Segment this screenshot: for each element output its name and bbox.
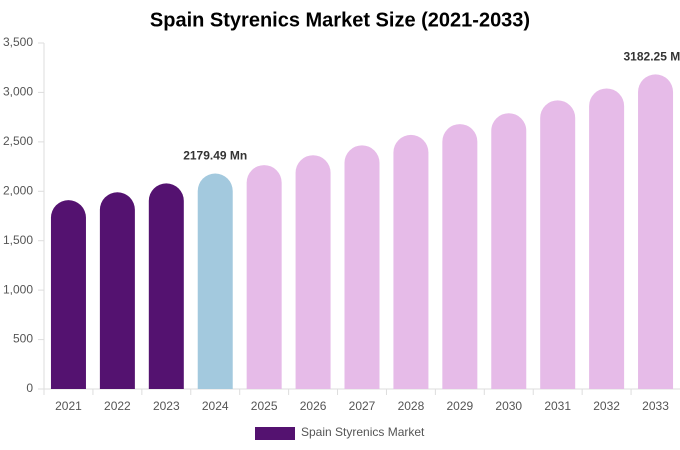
y-tick-label: 2,000 (3, 183, 33, 197)
bar (344, 145, 380, 389)
bar (491, 113, 527, 389)
bar (148, 183, 184, 389)
x-tick-label: 2033 (642, 399, 669, 413)
x-tick-label: 2023 (153, 399, 180, 413)
x-tick-label: 2021 (55, 399, 82, 413)
chart-title: Spain Styrenics Market Size (2021-2033) (150, 9, 530, 31)
x-tick-label: 2032 (593, 399, 620, 413)
x-tick-label: 2029 (446, 399, 473, 413)
bar (540, 100, 576, 389)
y-tick-label: 3,000 (3, 85, 33, 99)
y-tick-label: 2,500 (3, 134, 33, 148)
x-tick-label: 2024 (202, 399, 229, 413)
bar (295, 155, 331, 389)
x-tick-label: 2030 (495, 399, 522, 413)
bar (50, 200, 86, 389)
y-tick-label: 0 (26, 381, 33, 395)
value-label: 2179.49 Mn (183, 149, 247, 163)
x-tick-label: 2028 (398, 399, 425, 413)
x-tick-label: 2031 (544, 399, 571, 413)
bar (442, 124, 478, 389)
x-tick-label: 2022 (104, 399, 131, 413)
y-tick-label: 3,500 (3, 35, 33, 49)
value-label: 3182.25 Mn (624, 50, 680, 64)
y-tick-label: 1,500 (3, 233, 33, 247)
bar (197, 173, 233, 389)
bar (393, 134, 429, 389)
x-tick-label: 2025 (251, 399, 278, 413)
x-tick-label: 2026 (300, 399, 327, 413)
x-tick-label: 2027 (349, 399, 376, 413)
legend-swatch (255, 427, 295, 440)
bar (99, 192, 135, 389)
legend-label: Spain Styrenics Market (301, 425, 425, 439)
y-tick-label: 500 (13, 332, 33, 346)
y-tick-label: 1,000 (3, 282, 33, 296)
bar (246, 165, 282, 389)
bar (589, 88, 625, 389)
bar (638, 74, 674, 389)
